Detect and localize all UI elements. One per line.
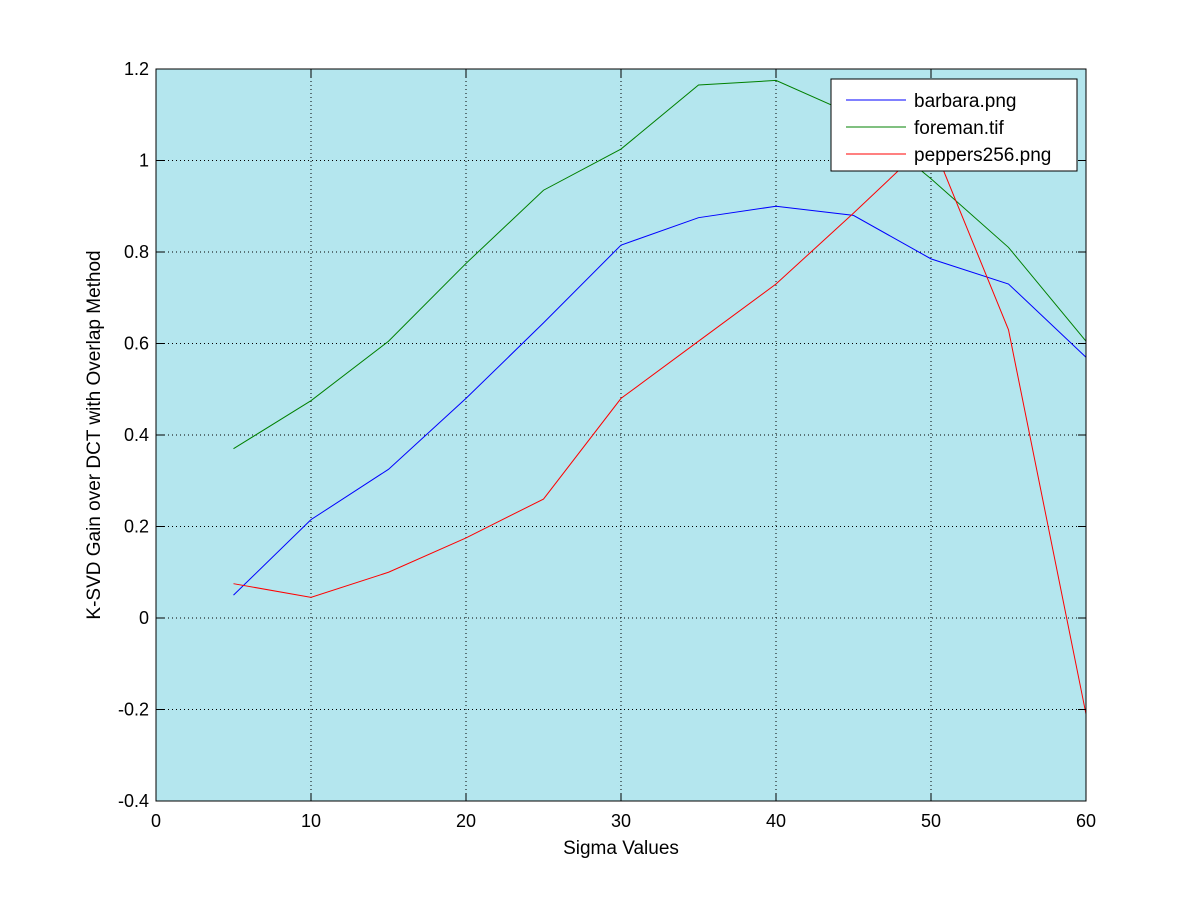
y-tick-label: 0 <box>139 608 149 628</box>
y-tick-label: 0.4 <box>124 425 149 445</box>
grid <box>156 69 1086 801</box>
series-lines <box>233 79 1087 715</box>
x-axis-label: Sigma Values <box>563 838 679 859</box>
y-tick-label: 1.2 <box>124 59 149 79</box>
legend-label-1: barbara.png <box>914 91 1016 112</box>
x-tick-label: 20 <box>456 811 476 831</box>
x-tick-label: 0 <box>151 811 161 831</box>
series-line-2 <box>233 79 1087 450</box>
y-tick-label: 0.8 <box>124 242 149 262</box>
legend: barbara.png foreman.tif peppers256.png <box>830 78 1078 172</box>
y-tick-label: -0.2 <box>118 700 149 720</box>
axis-ticks: 0 10 20 30 40 50 60 -0.4 -0.2 0 0.2 0.4 0.6 0.8 1 1.2 <box>118 59 1096 831</box>
x-tick-label: 10 <box>301 811 321 831</box>
x-tick-label: 60 <box>1076 811 1096 831</box>
y-tick-label: 0.6 <box>124 334 149 354</box>
y-tick-label: 1 <box>139 151 149 171</box>
series-line-3 <box>233 139 1087 715</box>
x-tick-label: 50 <box>921 811 941 831</box>
series-line-1 <box>233 205 1087 596</box>
legend-label-3: peppers256.png <box>914 145 1051 166</box>
x-tick-label: 40 <box>766 811 786 831</box>
legend-label-2: foreman.tif <box>914 118 1004 139</box>
y-axis-label: K-SVD Gain over DCT with Overlap Method <box>84 250 105 619</box>
x-tick-label: 30 <box>611 811 631 831</box>
y-tick-label: -0.4 <box>118 791 149 811</box>
y-tick-label: 0.2 <box>124 517 149 537</box>
legend-box <box>830 78 1078 172</box>
